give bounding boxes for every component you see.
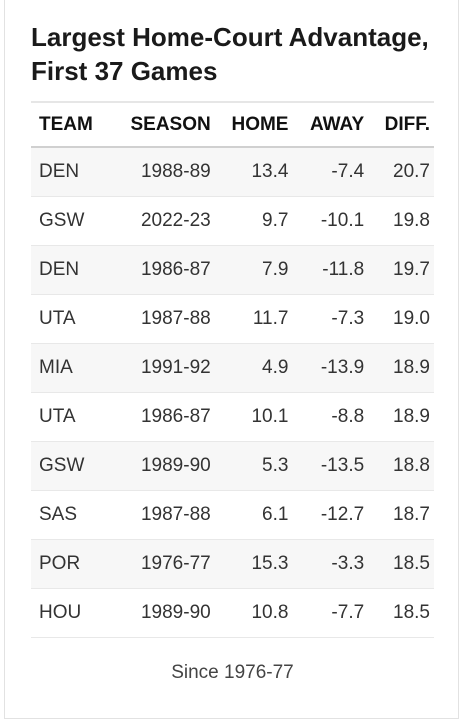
cell-season: 1989-90: [113, 588, 211, 638]
cell-diff: 18.9: [364, 392, 434, 442]
cell-home: 4.9: [210, 343, 289, 393]
cell-away: -7.4: [288, 147, 365, 197]
cell-diff: 18.7: [364, 490, 434, 540]
table-row: SAS 1987-88 6.1 -12.7 18.7: [31, 490, 434, 540]
cell-home: 15.3: [210, 539, 289, 589]
cell-team: HOU: [31, 588, 114, 638]
footnote: Since 1976-77: [171, 662, 294, 683]
cell-away: -11.8: [288, 245, 365, 295]
cell-home: 10.8: [210, 588, 289, 638]
cell-away: -12.7: [288, 490, 365, 540]
table-row: DEN 1988-89 13.4 -7.4 20.7: [31, 147, 434, 197]
cell-team: DEN: [31, 245, 114, 295]
cell-home: 7.9: [210, 245, 289, 295]
cell-team: DEN: [31, 147, 114, 197]
header-season: SEASON: [113, 101, 211, 148]
cell-diff: 19.8: [364, 196, 434, 246]
header-diff: DIFF.: [364, 101, 434, 148]
cell-home: 10.1: [210, 392, 289, 442]
cell-home: 9.7: [210, 196, 289, 246]
table-body: DEN 1988-89 13.4 -7.4 20.7 GSW 2022-23 9…: [31, 147, 434, 638]
cell-season: 1986-87: [113, 392, 211, 442]
table-row: UTA 1987-88 11.7 -7.3 19.0: [31, 294, 434, 344]
stats-card: Largest Home-Court Advantage, First 37 G…: [4, 0, 459, 719]
cell-diff: 18.5: [364, 588, 434, 638]
cell-home: 6.1: [210, 490, 289, 540]
table-row: GSW 1989-90 5.3 -13.5 18.8: [31, 441, 434, 491]
table-header: TEAM SEASON HOME AWAY DIFF.: [31, 101, 434, 148]
cell-home: 11.7: [210, 294, 289, 344]
cell-away: -7.3: [288, 294, 365, 344]
table-row: GSW 2022-23 9.7 -10.1 19.8: [31, 196, 434, 246]
cell-diff: 18.8: [364, 441, 434, 491]
table-row: MIA 1991-92 4.9 -13.9 18.9: [31, 343, 434, 393]
cell-season: 1987-88: [113, 490, 211, 540]
header-away: AWAY: [288, 101, 365, 148]
cell-team: UTA: [31, 294, 114, 344]
cell-diff: 19.7: [364, 245, 434, 295]
cell-season: 1989-90: [113, 441, 211, 491]
header-team: TEAM: [31, 101, 114, 148]
cell-away: -8.8: [288, 392, 365, 442]
cell-season: 1986-87: [113, 245, 211, 295]
header-row: TEAM SEASON HOME AWAY DIFF.: [31, 101, 434, 148]
cell-away: -7.7: [288, 588, 365, 638]
cell-home: 13.4: [210, 147, 289, 197]
table-row: UTA 1986-87 10.1 -8.8 18.9: [31, 392, 434, 442]
cell-diff: 20.7: [364, 147, 434, 197]
cell-team: SAS: [31, 490, 114, 540]
cell-home: 5.3: [210, 441, 289, 491]
cell-diff: 18.9: [364, 343, 434, 393]
cell-away: -13.9: [288, 343, 365, 393]
stats-table: TEAM SEASON HOME AWAY DIFF. DEN 1988-89 …: [31, 101, 434, 638]
cell-diff: 18.5: [364, 539, 434, 589]
cell-team: POR: [31, 539, 114, 589]
cell-season: 1991-92: [113, 343, 211, 393]
table-row: HOU 1989-90 10.8 -7.7 18.5: [31, 588, 434, 638]
card-title: Largest Home-Court Advantage, First 37 G…: [31, 22, 429, 86]
table-row: DEN 1986-87 7.9 -11.8 19.7: [31, 245, 434, 295]
cell-away: -13.5: [288, 441, 365, 491]
cell-away: -3.3: [288, 539, 365, 589]
table-row: POR 1976-77 15.3 -3.3 18.5: [31, 539, 434, 589]
cell-diff: 19.0: [364, 294, 434, 344]
cell-season: 1976-77: [113, 539, 211, 589]
cell-team: GSW: [31, 441, 114, 491]
cell-season: 2022-23: [113, 196, 211, 246]
cell-team: MIA: [31, 343, 114, 393]
header-home: HOME: [210, 101, 289, 148]
cell-season: 1988-89: [113, 147, 211, 197]
cell-season: 1987-88: [113, 294, 211, 344]
cell-team: GSW: [31, 196, 114, 246]
cell-away: -10.1: [288, 196, 365, 246]
cell-team: UTA: [31, 392, 114, 442]
